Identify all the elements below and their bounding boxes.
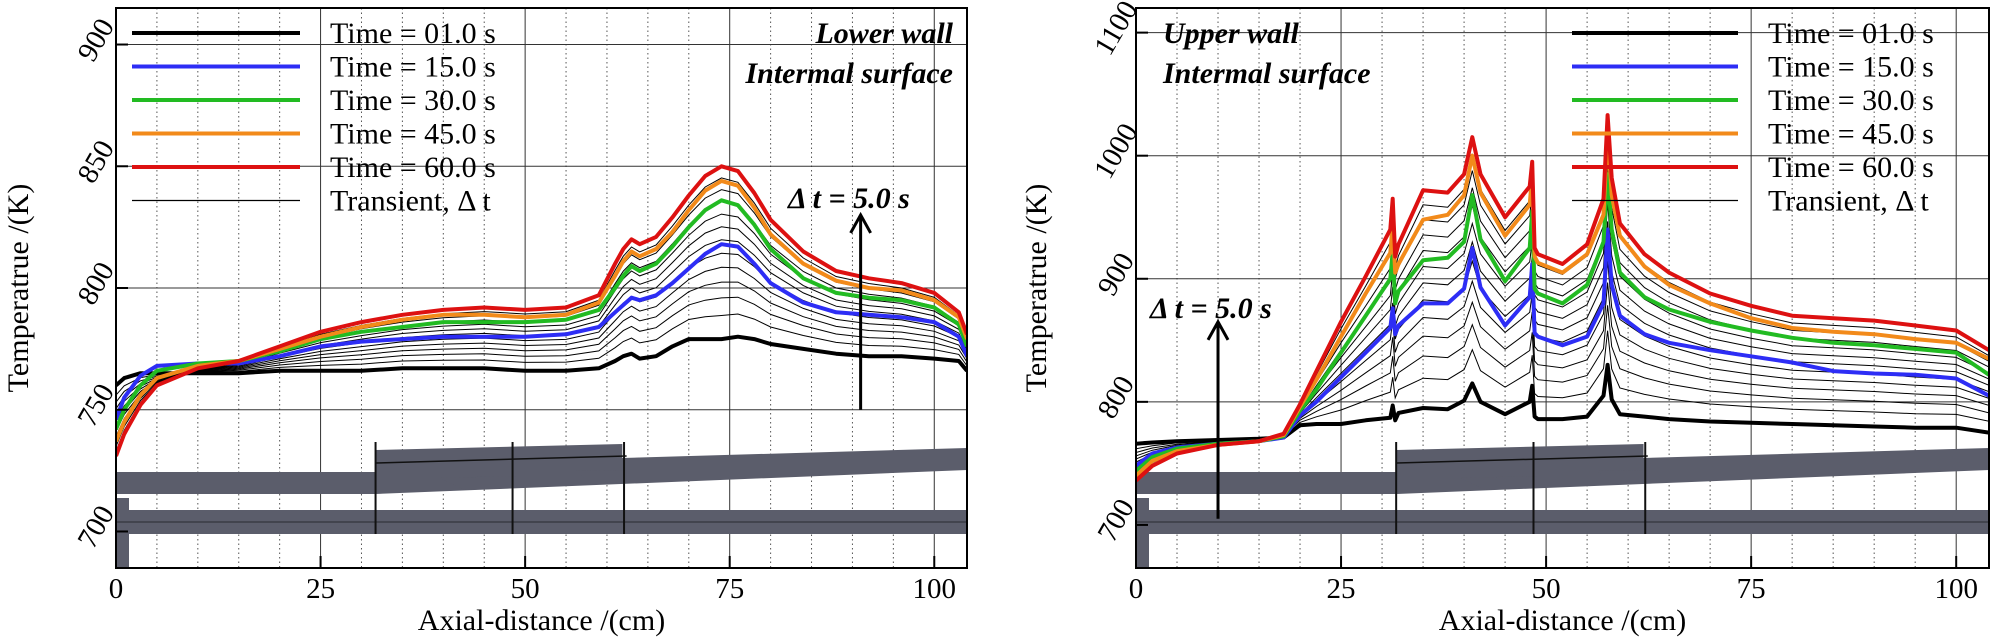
geometry-upper-plate <box>116 444 967 494</box>
legend-label: Time = 15.0 s <box>1768 51 1934 84</box>
transient-curve <box>116 226 967 432</box>
y-tick-label: 800 <box>1091 371 1140 425</box>
x-tick-label: 0 <box>1129 573 1144 605</box>
y-tick-label: 900 <box>71 13 120 67</box>
geometry-line <box>1396 455 1648 464</box>
annotation-text: Lower wall <box>814 17 953 50</box>
annotation-text: Intermal surface <box>1162 57 1371 90</box>
geometry-upper-plate <box>1136 444 1989 494</box>
y-axis-label: Temperatrue /(K) <box>2 184 35 393</box>
annotation-text: Intermal surface <box>744 57 953 90</box>
legend-label: Time = 01.0 s <box>1768 17 1934 50</box>
delta-t-label: Δ t = 5.0 s <box>787 182 910 215</box>
x-tick-label: 50 <box>511 573 540 605</box>
x-tick-label: 100 <box>1934 573 1978 605</box>
x-tick-label: 0 <box>109 573 124 605</box>
legend-label: Transient, Δ t <box>330 185 491 218</box>
transient-curve <box>116 281 967 409</box>
legend-label: Time = 15.0 s <box>330 51 496 84</box>
delta-t-label: Δ t = 5.0 s <box>1149 292 1272 325</box>
series-line-600s <box>116 164 967 457</box>
legend-label: Time = 01.0 s <box>330 17 496 50</box>
lower-wall-chart: 0 25 50 75 100 700 750 800 850 900 Axial-distance … <box>2 7 968 637</box>
y-tick-label: 700 <box>71 500 120 554</box>
transient-curve <box>116 296 967 403</box>
y-axis-label: Temperatrue /(K) <box>1020 184 1053 393</box>
y-tick-label: 700 <box>1091 494 1140 548</box>
x-tick-label: 25 <box>306 573 335 605</box>
plot-area <box>116 164 967 457</box>
series-line-010s <box>1136 362 1989 446</box>
legend-label: Transient, Δ t <box>1768 185 1929 218</box>
geometry-notch <box>1596 470 1648 484</box>
y-tick-label: 850 <box>71 135 120 189</box>
series-line-150s <box>1136 227 1989 468</box>
legend-label: Time = 30.0 s <box>1768 84 1934 117</box>
geometry-schematic <box>1136 442 1989 568</box>
delta-t-arrowhead <box>849 211 872 234</box>
transient-curve <box>116 313 967 396</box>
x-tick-label: 100 <box>913 573 957 605</box>
x-tick-label: 75 <box>1737 573 1766 605</box>
legend-label: Time = 60.0 s <box>330 151 496 184</box>
y-tick-label: 800 <box>71 257 120 311</box>
series-line-450s <box>1136 129 1989 478</box>
geometry-line <box>375 455 627 464</box>
y-tick-label: 900 <box>1091 247 1140 301</box>
geometry-schematic <box>116 442 967 568</box>
transient-curve <box>1136 305 1989 453</box>
transient-curve <box>116 213 967 437</box>
geometry-notch <box>575 470 627 484</box>
plot-area <box>1136 113 1989 483</box>
x-tick-label: 75 <box>715 573 744 605</box>
geometry-notch <box>439 476 516 490</box>
upper-wall-chart: 0 25 50 75 10070080090010001100Axial-distanc… <box>1020 0 1990 637</box>
series-line-010s <box>116 334 967 387</box>
legend-label: Time = 45.0 s <box>1768 118 1934 151</box>
geometry-notch <box>1460 476 1537 490</box>
series-line-300s <box>1136 172 1989 473</box>
transient-curve <box>1136 261 1989 460</box>
x-tick-label: 25 <box>1327 573 1356 605</box>
annotation-text: Upper wall <box>1163 17 1300 50</box>
series-line-150s <box>116 242 967 421</box>
transient-curve <box>116 266 967 415</box>
transient-curve <box>1136 282 1989 457</box>
series-line-600s <box>1136 113 1989 483</box>
legend-label: Time = 60.0 s <box>1768 151 1934 184</box>
y-tick-label: 750 <box>71 378 120 432</box>
delta-t-arrowhead <box>1206 318 1230 341</box>
transient-curve <box>1136 330 1989 450</box>
plot-frame <box>1135 7 1990 569</box>
transient-curve <box>116 239 967 427</box>
legend-label: Time = 45.0 s <box>330 118 496 151</box>
x-axis-label: Axial-distance /(cm) <box>1439 604 1686 637</box>
legend-label: Time = 30.0 s <box>330 84 496 117</box>
x-tick-label: 50 <box>1532 573 1561 605</box>
x-axis-label: Axial-distance /(cm) <box>418 604 665 637</box>
